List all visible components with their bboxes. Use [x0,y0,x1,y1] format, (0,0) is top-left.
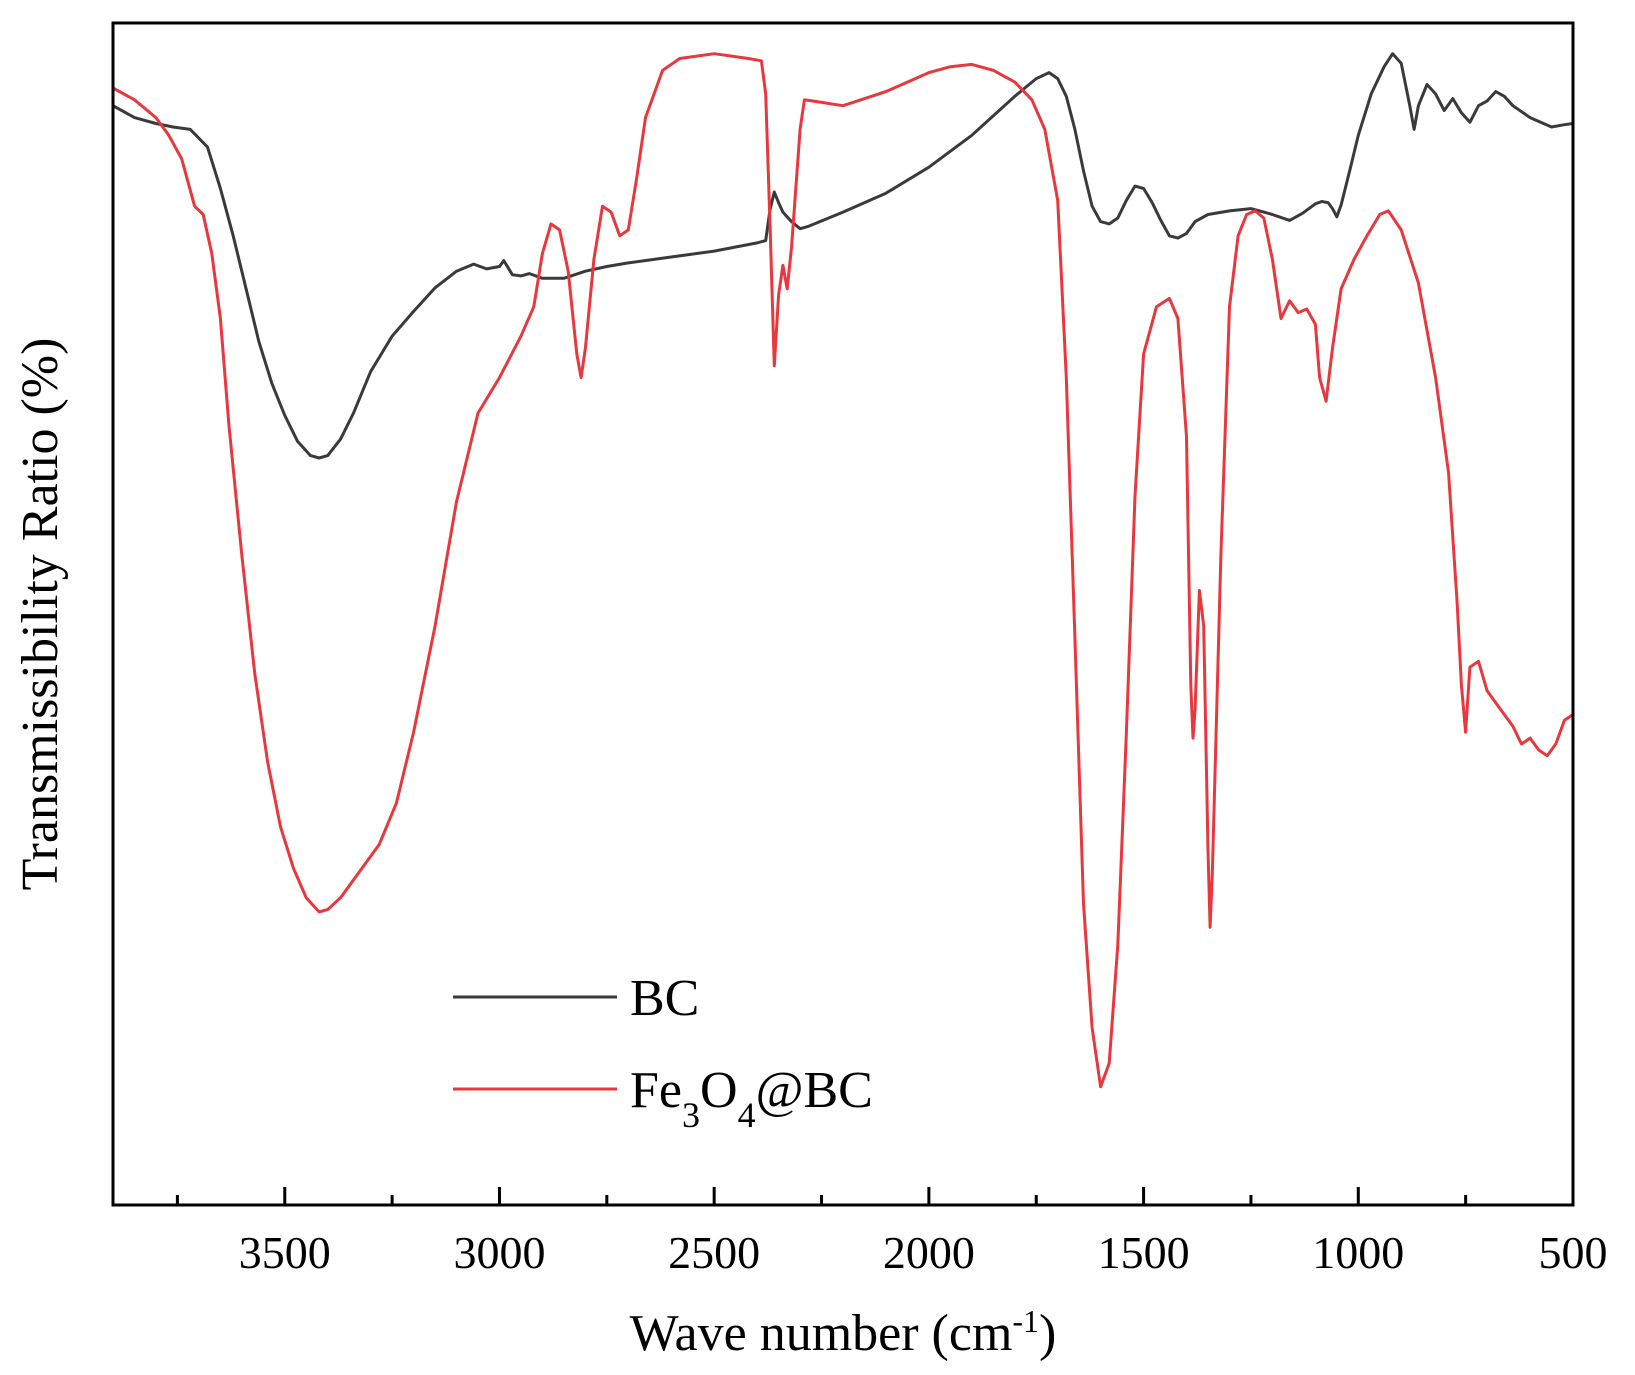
legend-label-at-bc: @BC [756,1062,873,1119]
x-tick-label: 3500 [239,1227,331,1278]
legend-label-sub-4: 4 [738,1095,756,1135]
x-axis-label-main: Wave number (cm [630,1305,1013,1362]
x-tick-label: 2000 [883,1227,975,1278]
x-tick-label: 1500 [1098,1227,1190,1278]
x-tick-label: 1000 [1312,1227,1404,1278]
series-line-fe3o4-bc [111,52,1575,1089]
x-axis-label-superscript: -1 [1012,1303,1039,1339]
series-line-bc [111,52,1575,460]
legend-label-sub-3: 3 [682,1095,700,1135]
series-layer [111,52,1575,1089]
plot-frame [111,21,1575,1207]
x-tick-label: 3000 [453,1227,545,1278]
legend-label-bc-text: BC [630,970,699,1027]
legend-label-bc: BC [630,970,699,1027]
legend: BC Fe3O4@BC [453,970,873,1135]
x-axis-ticks: 3500 3000 2500 2000 1500 1000 500 [175,1187,1608,1278]
legend-label-o-part: O [700,1062,738,1119]
x-axis-label: Wave number (cm-1) [630,1303,1057,1362]
legend-label-fe3o4-bc: Fe3O4@BC [630,1062,873,1135]
x-tick-label: 2500 [668,1227,760,1278]
y-axis-label: Transmissibility Ratio (%) [12,338,69,891]
x-tick-label: 500 [1539,1227,1608,1278]
x-axis-label-close: ) [1039,1305,1056,1362]
legend-label-fe-part: Fe [630,1062,682,1119]
